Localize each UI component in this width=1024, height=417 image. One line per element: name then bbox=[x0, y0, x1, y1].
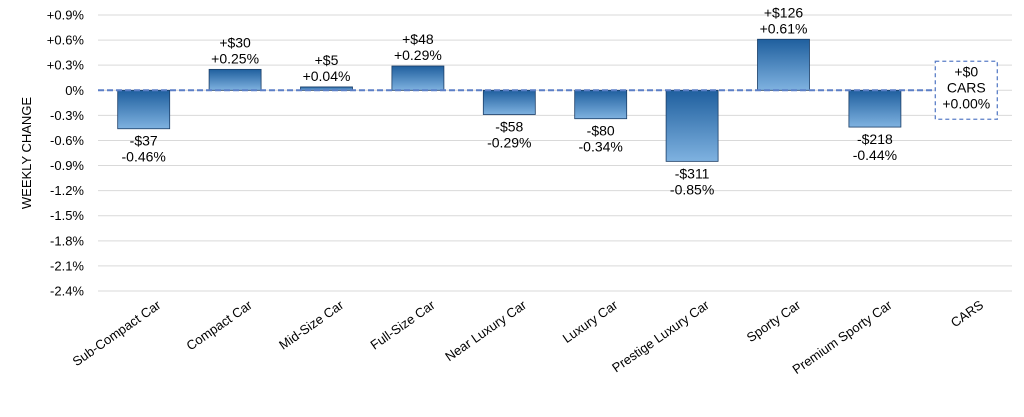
data-label: +$5 bbox=[315, 52, 339, 68]
category-labels: Sub-Compact Car Compact Car Mid-Size Car Fu… bbox=[70, 297, 987, 377]
data-label: -0.34% bbox=[579, 139, 623, 155]
y-axis-ticks: +0.9% +0.6% +0.3% 0% -0.3% -0.6% -0.9% -1.2% -1.… bbox=[47, 8, 85, 299]
data-label: -$80 bbox=[587, 123, 615, 139]
data-label: +$30 bbox=[219, 34, 251, 50]
data-label: CARS bbox=[947, 79, 986, 95]
bar bbox=[391, 65, 445, 91]
bar bbox=[848, 89, 902, 128]
data-label: +0.25% bbox=[211, 50, 259, 66]
bar bbox=[208, 68, 262, 91]
data-label: -$311 bbox=[675, 165, 710, 181]
y-tick-label: -0.6% bbox=[50, 133, 84, 148]
category-label: Premium Sporty Car bbox=[790, 297, 896, 377]
y-tick-label: -1.5% bbox=[50, 208, 84, 223]
y-tick-label: 0% bbox=[65, 83, 84, 98]
bar bbox=[757, 38, 810, 91]
bar bbox=[574, 89, 628, 120]
data-label: +$0 bbox=[954, 63, 978, 79]
y-tick-label: -0.3% bbox=[50, 108, 84, 123]
data-label: +0.00% bbox=[942, 95, 990, 111]
data-label: +0.04% bbox=[303, 68, 351, 84]
category-label: Compact Car bbox=[183, 297, 255, 354]
data-label: -0.85% bbox=[670, 181, 714, 197]
bar bbox=[482, 89, 536, 115]
bars bbox=[117, 38, 902, 162]
data-label: -0.46% bbox=[122, 149, 166, 165]
total-box bbox=[934, 60, 998, 120]
y-tick-label: +0.3% bbox=[47, 58, 85, 73]
data-label: -$58 bbox=[495, 119, 523, 135]
category-label: Luxury Car bbox=[560, 297, 621, 346]
category-label: Sporty Car bbox=[744, 297, 804, 345]
y-tick-label: -0.9% bbox=[50, 158, 84, 173]
bar bbox=[117, 89, 171, 130]
y-tick-label: -1.2% bbox=[50, 183, 84, 198]
data-label: +0.61% bbox=[760, 20, 808, 36]
data-label: +0.29% bbox=[394, 47, 442, 63]
category-label: Full-Size Car bbox=[367, 297, 438, 353]
category-label: Sub-Compact Car bbox=[70, 297, 164, 369]
data-label: -0.29% bbox=[487, 135, 531, 151]
data-label: -$37 bbox=[130, 133, 158, 149]
y-tick-label: +0.9% bbox=[47, 8, 85, 23]
y-axis-title: WEEKLY CHANGE bbox=[19, 97, 34, 210]
category-label: Mid-Size Car bbox=[276, 297, 347, 353]
y-tick-label: -2.1% bbox=[50, 258, 84, 273]
bar bbox=[665, 89, 719, 162]
y-tick-label: -1.8% bbox=[50, 233, 84, 248]
data-label: -$218 bbox=[857, 131, 893, 147]
data-label: +$48 bbox=[402, 31, 434, 47]
y-tick-label: +0.6% bbox=[47, 33, 85, 48]
data-label: +$126 bbox=[764, 4, 804, 20]
gridlines bbox=[98, 14, 1012, 292]
data-labels: -$37-0.46% +$30+0.25% +$5+0.04% +$48+0.29% -… bbox=[122, 4, 998, 197]
category-label: Near Luxury Car bbox=[442, 297, 529, 364]
y-tick-label: -2.4% bbox=[50, 284, 84, 299]
data-label: -0.44% bbox=[853, 147, 897, 163]
category-label: CARS bbox=[948, 297, 986, 330]
category-label: Prestige Luxury Car bbox=[609, 297, 712, 376]
